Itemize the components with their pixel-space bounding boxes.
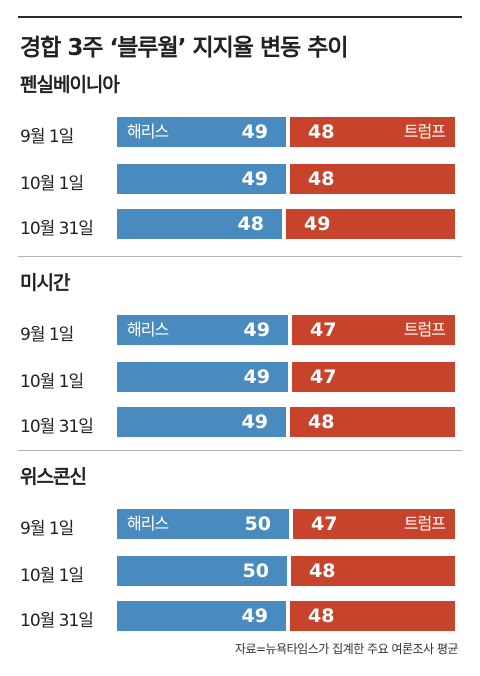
section-divider [18,256,462,257]
state-label: 미시간 [20,272,70,294]
chart-title: 경합 3주 ‘블루월’ 지지율 변동 추이 [20,35,349,61]
trump-value: 47 [311,513,338,535]
trump-label: 트럼프 [403,320,446,339]
trump-bar: 49 [286,209,455,239]
date-label: 10월 1일 [20,566,84,586]
trump-bar: 47 트럼프 [293,509,455,539]
harris-value: 49 [241,121,268,143]
trump-value: 48 [308,121,335,143]
trump-value: 47 [310,319,337,341]
harris-bar: 49 해리스 [117,315,288,345]
harris-bar: 50 [117,556,287,586]
harris-label: 해리스 [127,122,169,141]
trump-bar: 48 [290,407,455,437]
trump-bar: 48 [290,164,455,194]
harris-value: 49 [241,605,268,627]
harris-bar: 48 [117,209,282,239]
harris-bar: 49 [117,601,286,631]
date-label: 9월 1일 [20,127,74,147]
section-divider [18,450,462,451]
top-rule [18,16,462,18]
trump-label: 트럼프 [403,122,446,141]
state-label: 위스콘신 [20,466,87,488]
date-label: 9월 1일 [20,519,74,539]
harris-value: 48 [237,213,264,235]
trump-bar: 47 트럼프 [292,315,455,345]
harris-bar: 49 [117,164,286,194]
date-label: 10월 1일 [20,372,84,392]
date-label: 10월 31일 [20,611,94,631]
source-note: 자료=뉴욕타임스가 집계한 주요 여론조사 평균 [234,642,459,656]
harris-value: 49 [243,366,270,388]
harris-label: 해리스 [127,514,169,533]
harris-value: 49 [241,168,268,190]
trump-value: 48 [308,168,335,190]
harris-label: 해리스 [127,320,169,339]
harris-value: 49 [241,411,268,433]
trump-value: 48 [308,605,335,627]
harris-value: 49 [243,319,270,341]
trump-bar: 48 [290,601,455,631]
trump-value: 48 [309,560,336,582]
harris-bar: 50 해리스 [117,509,289,539]
trump-value: 49 [304,213,331,235]
trump-label: 트럼프 [403,514,446,533]
trump-bar: 48 트럼프 [290,117,455,147]
trump-bar: 47 [292,362,455,392]
date-label: 10월 31일 [20,417,94,437]
trump-bar: 48 [291,556,455,586]
date-label: 10월 31일 [20,219,94,239]
harris-value: 50 [242,560,269,582]
harris-bar: 49 [117,362,288,392]
harris-value: 50 [244,513,271,535]
date-label: 10월 1일 [20,174,84,194]
trump-value: 47 [310,366,337,388]
date-label: 9월 1일 [20,325,74,345]
state-label: 펜실베이니아 [20,74,120,96]
trump-value: 48 [308,411,335,433]
harris-bar: 49 [117,407,286,437]
harris-bar: 49 해리스 [117,117,286,147]
